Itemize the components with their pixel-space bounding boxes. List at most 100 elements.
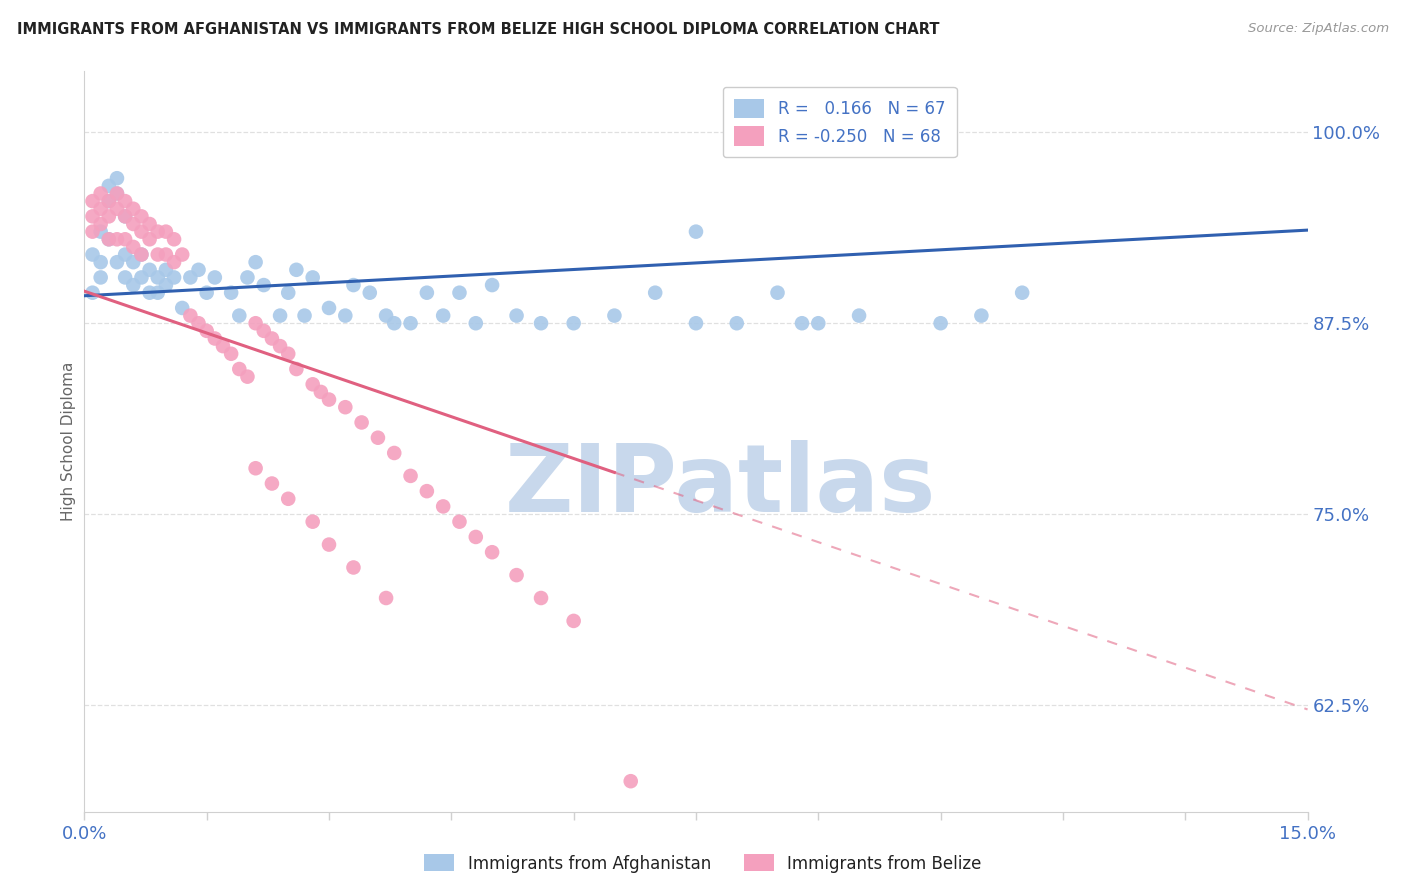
- Point: [90, 225, 112, 239]
- Point: [97, 232, 120, 246]
- Legend: R =   0.166   N = 67, R = -0.250   N = 68: R = 0.166 N = 67, R = -0.250 N = 68: [723, 87, 956, 157]
- Point: [105, 255, 128, 269]
- Point: [432, 309, 454, 323]
- Point: [848, 309, 870, 323]
- Point: [359, 285, 381, 300]
- Point: [807, 316, 830, 330]
- Point: [685, 316, 707, 330]
- Point: [219, 285, 242, 300]
- Point: [342, 278, 364, 293]
- Point: [187, 262, 209, 277]
- Point: [204, 270, 226, 285]
- Point: [195, 324, 218, 338]
- Point: [90, 202, 112, 216]
- Point: [309, 384, 332, 399]
- Point: [187, 316, 209, 330]
- Point: [82, 285, 104, 300]
- Point: [416, 484, 439, 499]
- Point: [114, 247, 136, 261]
- Point: [204, 331, 226, 345]
- Point: [620, 774, 643, 789]
- Point: [155, 225, 177, 239]
- Point: [172, 247, 194, 261]
- Point: [105, 232, 128, 246]
- Point: [382, 446, 405, 460]
- Point: [766, 285, 789, 300]
- Point: [97, 178, 120, 193]
- Point: [82, 247, 104, 261]
- Point: [301, 515, 323, 529]
- Point: [146, 225, 169, 239]
- Point: [481, 278, 503, 293]
- Point: [90, 186, 112, 201]
- Point: [105, 202, 128, 216]
- Point: [269, 309, 291, 323]
- Point: [603, 309, 626, 323]
- Point: [97, 232, 120, 246]
- Point: [146, 247, 169, 261]
- Point: [138, 217, 160, 231]
- Point: [260, 476, 283, 491]
- Point: [212, 339, 235, 353]
- Text: IMMIGRANTS FROM AFGHANISTAN VS IMMIGRANTS FROM BELIZE HIGH SCHOOL DIPLOMA CORREL: IMMIGRANTS FROM AFGHANISTAN VS IMMIGRANT…: [17, 22, 939, 37]
- Point: [131, 247, 153, 261]
- Point: [562, 614, 585, 628]
- Point: [105, 171, 128, 186]
- Point: [82, 194, 104, 208]
- Point: [138, 285, 160, 300]
- Point: [122, 278, 145, 293]
- Point: [350, 416, 373, 430]
- Point: [318, 538, 340, 552]
- Point: [131, 225, 153, 239]
- Point: [131, 247, 153, 261]
- Point: [245, 461, 267, 475]
- Point: [416, 285, 439, 300]
- Point: [90, 255, 112, 269]
- Point: [219, 347, 242, 361]
- Point: [530, 591, 553, 605]
- Point: [367, 431, 389, 445]
- Point: [82, 210, 104, 224]
- Point: [114, 210, 136, 224]
- Point: [375, 309, 398, 323]
- Point: [449, 515, 471, 529]
- Point: [114, 270, 136, 285]
- Point: [285, 262, 308, 277]
- Point: [236, 270, 259, 285]
- Point: [122, 217, 145, 231]
- Point: [90, 217, 112, 231]
- Point: [335, 309, 357, 323]
- Point: [318, 392, 340, 407]
- Point: [399, 469, 422, 483]
- Point: [562, 316, 585, 330]
- Point: [236, 369, 259, 384]
- Point: [245, 255, 267, 269]
- Point: [285, 362, 308, 376]
- Point: [253, 324, 276, 338]
- Point: [228, 309, 250, 323]
- Text: Source: ZipAtlas.com: Source: ZipAtlas.com: [1249, 22, 1389, 36]
- Point: [449, 285, 471, 300]
- Y-axis label: High School Diploma: High School Diploma: [60, 362, 76, 521]
- Point: [725, 316, 748, 330]
- Point: [138, 262, 160, 277]
- Point: [375, 591, 398, 605]
- Point: [929, 316, 952, 330]
- Point: [97, 194, 120, 208]
- Point: [335, 400, 357, 414]
- Point: [260, 331, 283, 345]
- Point: [294, 309, 316, 323]
- Point: [179, 309, 201, 323]
- Point: [155, 278, 177, 293]
- Text: ZIPatlas: ZIPatlas: [505, 440, 936, 532]
- Point: [131, 210, 153, 224]
- Point: [644, 285, 666, 300]
- Point: [382, 316, 405, 330]
- Point: [155, 247, 177, 261]
- Point: [122, 240, 145, 254]
- Point: [269, 339, 291, 353]
- Point: [277, 491, 299, 506]
- Point: [530, 316, 553, 330]
- Point: [172, 301, 194, 315]
- Point: [163, 270, 186, 285]
